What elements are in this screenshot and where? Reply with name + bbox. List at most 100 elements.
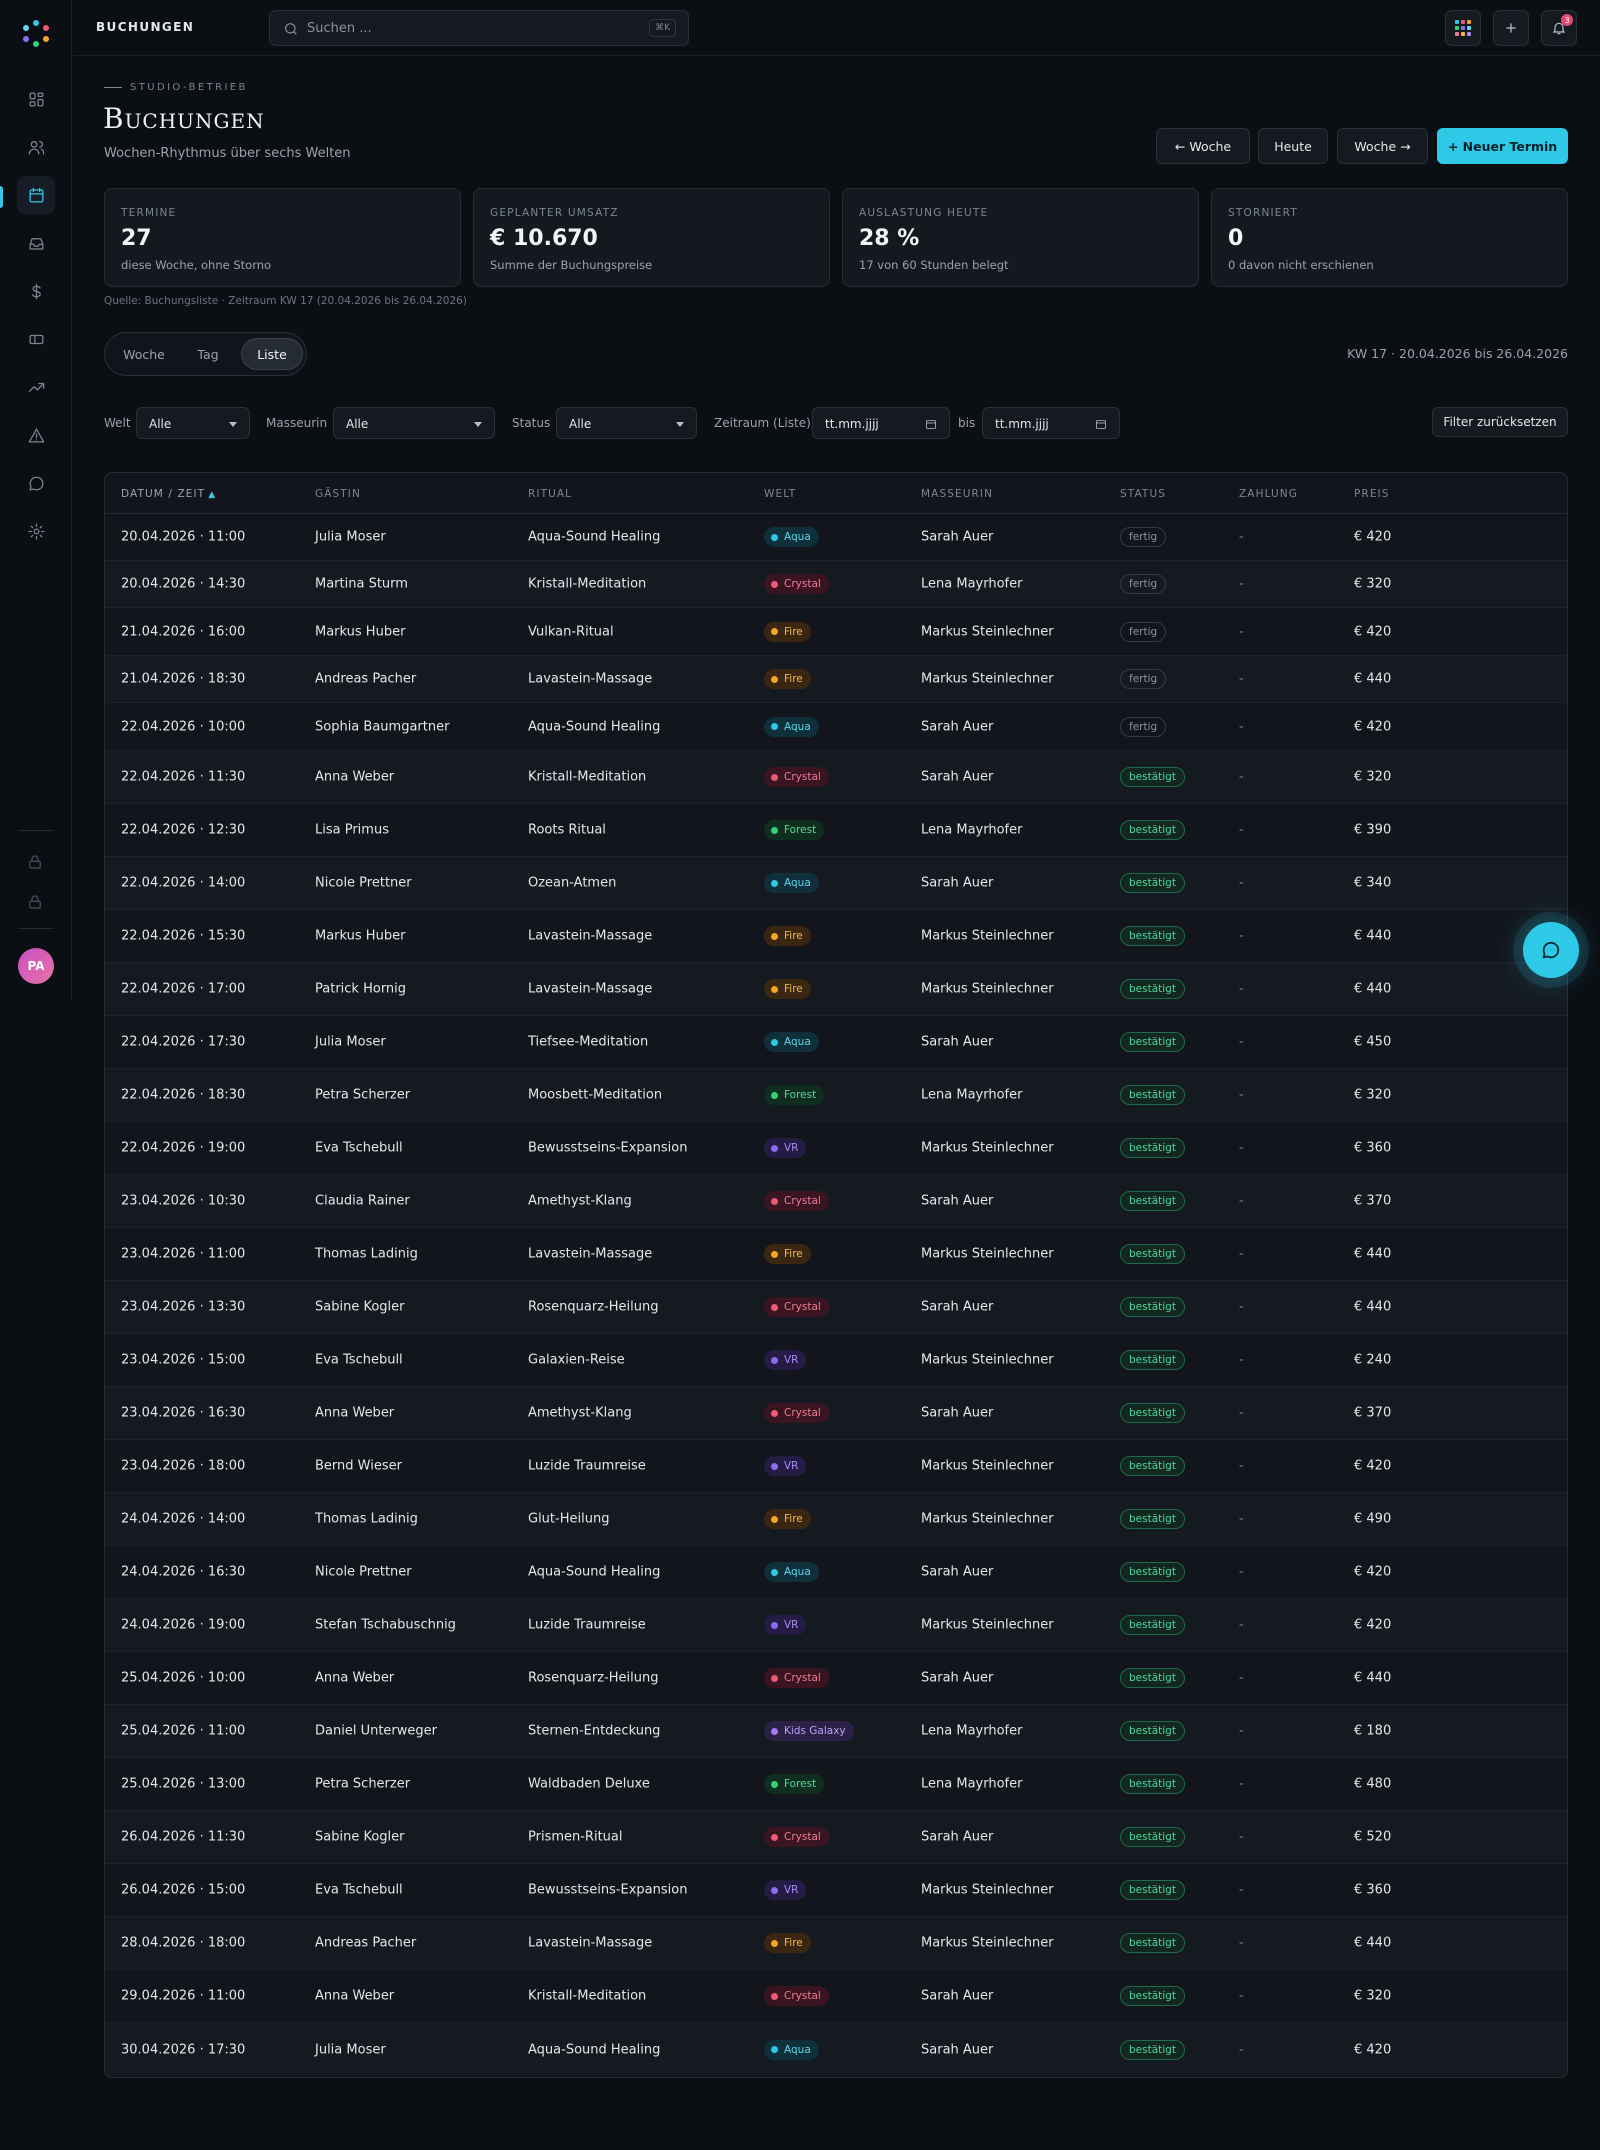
reset-filters-button[interactable]: Filter zurücksetzen (1432, 407, 1568, 437)
prev-week-button[interactable]: ← Woche (1156, 128, 1250, 164)
cell-price: € 490 (1354, 1511, 1392, 1527)
table-row[interactable]: 22.04.2026 · 17:30 Julia Moser Tiefsee-Med… (105, 1016, 1567, 1069)
view-switcher: Woche Tag Liste (104, 332, 307, 376)
cell-therapist: Markus Steinlechner (921, 981, 1054, 997)
table-row[interactable]: 22.04.2026 · 17:00 Patrick Hornig Lavastei… (105, 963, 1567, 1016)
table-row[interactable]: 22.04.2026 · 19:00 Eva Tschebull Bewusstse… (105, 1122, 1567, 1175)
table-row[interactable]: 24.04.2026 · 16:30 Nicole Prettner Aqua-So… (105, 1546, 1567, 1599)
table-row[interactable]: 21.04.2026 · 16:00 Markus Huber Vulkan-Rit… (105, 608, 1567, 656)
sidebar-item-analytics[interactable] (17, 368, 55, 406)
sidebar-item-messages[interactable] (17, 464, 55, 502)
column-header-payment[interactable]: ZAHLUNG (1239, 488, 1298, 500)
logo-icon[interactable] (22, 20, 50, 48)
table-row[interactable]: 22.04.2026 · 14:00 Nicole Prettner Ozean-A… (105, 857, 1567, 910)
table-row[interactable]: 23.04.2026 · 16:30 Anna Weber Amethyst-Kla… (105, 1387, 1567, 1440)
table-row[interactable]: 24.04.2026 · 19:00 Stefan Tschabuschnig Lu… (105, 1599, 1567, 1652)
filter-label-bis: bis (958, 416, 976, 430)
table-row[interactable]: 23.04.2026 · 15:00 Eva Tschebull Galaxien-… (105, 1334, 1567, 1387)
new-appointment-button[interactable]: + Neuer Termin (1437, 128, 1568, 164)
table-row[interactable]: 23.04.2026 · 11:00 Thomas Ladinig Lavastei… (105, 1228, 1567, 1281)
cell-world: Fire (764, 979, 811, 999)
table-row[interactable]: 26.04.2026 · 11:30 Sabine Kogler Prismen-R… (105, 1811, 1567, 1864)
cell-payment: - (1239, 1935, 1244, 1951)
cell-therapist: Lena Mayrhofer (921, 1087, 1023, 1103)
search-input[interactable]: Suchen ... ⌘K (269, 10, 689, 46)
welt-select[interactable]: Alle (136, 407, 250, 439)
sidebar-item-finance[interactable] (17, 272, 55, 310)
calendar-icon (29, 187, 43, 202)
status-badge: bestätigt (1120, 820, 1185, 840)
table-row[interactable]: 30.04.2026 · 17:30 Julia Moser Aqua-Sound … (105, 2023, 1567, 2076)
table-row[interactable]: 23.04.2026 · 10:30 Claudia Rainer Amethyst… (105, 1175, 1567, 1228)
cell-datetime: 24.04.2026 · 14:00 (121, 1511, 246, 1527)
table-row[interactable]: 23.04.2026 · 18:00 Bernd Wieser Luzide Tra… (105, 1440, 1567, 1493)
sidebar-item-settings[interactable] (17, 512, 55, 550)
cell-payment: - (1239, 671, 1244, 687)
chat-fab-button[interactable] (1523, 922, 1579, 978)
column-header-datetime[interactable]: DATUM / ZEIT ▲ (121, 488, 216, 500)
apps-button[interactable] (1445, 10, 1481, 46)
cell-world: Crystal (764, 1403, 829, 1423)
world-badge: Fire (764, 669, 811, 689)
next-week-button[interactable]: Woche → (1337, 128, 1428, 164)
cell-price: € 320 (1354, 769, 1392, 785)
masseurin-select[interactable]: Alle (333, 407, 495, 439)
cell-therapist: Lena Mayrhofer (921, 1723, 1023, 1739)
sidebar-item-vouchers[interactable] (17, 320, 55, 358)
column-header-therapist[interactable]: MASSEURIN (921, 488, 994, 500)
cell-ritual: Lavastein-Massage (528, 1246, 653, 1262)
table-row[interactable]: 22.04.2026 · 15:30 Markus Huber Lavastein-… (105, 910, 1567, 963)
table-row[interactable]: 22.04.2026 · 10:00 Sophia Baumgartner Aqua… (105, 703, 1567, 751)
lock-icon (26, 893, 46, 913)
table-row[interactable]: 28.04.2026 · 18:00 Andreas Pacher Lavastei… (105, 1917, 1567, 1970)
cell-payment: - (1239, 1458, 1244, 1474)
notifications-button[interactable]: 3 (1541, 10, 1577, 46)
today-button[interactable]: Heute (1258, 128, 1328, 164)
column-header-status[interactable]: STATUS (1120, 488, 1166, 500)
kpi-card-termine: TERMINE 27 diese Woche, ohne Storno (104, 188, 461, 287)
table-row[interactable]: 22.04.2026 · 12:30 Lisa Primus Roots Ritua… (105, 804, 1567, 857)
sidebar-item-users[interactable] (17, 128, 55, 166)
tab-day[interactable]: Tag (197, 346, 219, 362)
sidebar-item-alerts[interactable] (17, 416, 55, 454)
sidebar-item-calendar[interactable] (17, 176, 55, 214)
add-button[interactable] (1493, 10, 1529, 46)
table-row[interactable]: 22.04.2026 · 18:30 Petra Scherzer Moosbett… (105, 1069, 1567, 1122)
sidebar-item-inbox[interactable] (17, 224, 55, 262)
table-row[interactable]: 29.04.2026 · 11:00 Anna Weber Kristall-Med… (105, 1970, 1567, 2023)
date-from-input[interactable]: tt.mm.jjjj (812, 407, 950, 439)
cell-payment: - (1239, 1140, 1244, 1156)
column-header-world[interactable]: WELT (764, 488, 797, 500)
date-to-input[interactable]: tt.mm.jjjj (982, 407, 1120, 439)
world-badge: VR (764, 1350, 807, 1370)
table-row[interactable]: 22.04.2026 · 11:30 Anna Weber Kristall-Med… (105, 751, 1567, 804)
table-row[interactable]: 23.04.2026 · 13:30 Sabine Kogler Rosenquar… (105, 1281, 1567, 1334)
world-label: Forest (784, 1089, 817, 1101)
cell-payment: - (1239, 1193, 1244, 1209)
tab-week[interactable]: Woche (123, 346, 165, 362)
sidebar-item-dashboard[interactable] (17, 80, 55, 118)
world-badge: Forest (764, 1085, 825, 1105)
table-row[interactable]: 20.04.2026 · 11:00 Julia Moser Aqua-Sound … (105, 514, 1567, 561)
notification-badge: 3 (1561, 14, 1573, 26)
status-select[interactable]: Alle (556, 407, 697, 439)
world-dot-icon (771, 2046, 778, 2053)
column-header-guest[interactable]: GÄSTIN (315, 488, 361, 500)
column-header-price[interactable]: PREIS (1354, 488, 1390, 500)
table-row[interactable]: 20.04.2026 · 14:30 Martina Sturm Kristall-… (105, 561, 1567, 608)
table-row[interactable]: 26.04.2026 · 15:00 Eva Tschebull Bewusstse… (105, 1864, 1567, 1917)
world-badge: Kids Galaxy (764, 1721, 854, 1741)
tab-list[interactable]: Liste (241, 338, 303, 370)
table-row[interactable]: 24.04.2026 · 14:00 Thomas Ladinig Glut-Hei… (105, 1493, 1567, 1546)
dollar-icon (31, 283, 41, 299)
avatar[interactable]: PA (18, 948, 54, 984)
column-header-ritual[interactable]: RITUAL (528, 488, 573, 500)
table-row[interactable]: 25.04.2026 · 13:00 Petra Scherzer Waldbade… (105, 1758, 1567, 1811)
message-circle-icon (29, 476, 43, 490)
status-badge: bestätigt (1120, 1721, 1185, 1741)
cell-status: bestätigt (1120, 1880, 1185, 1900)
cell-status: bestätigt (1120, 1244, 1185, 1264)
table-row[interactable]: 25.04.2026 · 10:00 Anna Weber Rosenquarz-H… (105, 1652, 1567, 1705)
table-row[interactable]: 25.04.2026 · 11:00 Daniel Unterweger Stern… (105, 1705, 1567, 1758)
table-row[interactable]: 21.04.2026 · 18:30 Andreas Pacher Lavastei… (105, 656, 1567, 703)
